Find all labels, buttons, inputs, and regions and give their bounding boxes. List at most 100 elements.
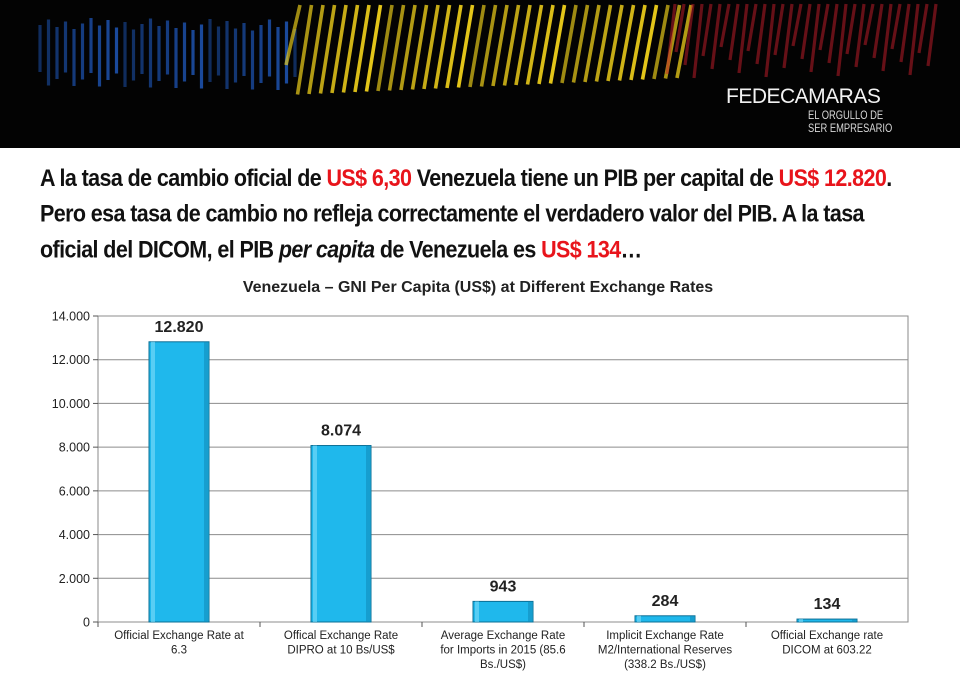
banner-stripe — [399, 4, 417, 91]
brand-tagline-line-2: SER EMPRESARIO — [808, 121, 893, 135]
plot-frame — [97, 315, 909, 623]
headline-text-4: de Venezuela es — [374, 236, 542, 264]
bar — [148, 341, 210, 623]
bar-highlight — [637, 615, 641, 622]
category-label: Offical Exchange Rate — [284, 630, 398, 642]
category-label: (338.2 Bs./US$) — [624, 659, 706, 671]
brand-tagline: EL ORGULLO DE SER EMPRESARIO — [808, 109, 892, 135]
banner-stripe — [479, 4, 498, 87]
banner-stripe — [809, 3, 821, 73]
banner-stripe — [341, 4, 360, 93]
banner-stripe — [710, 3, 722, 70]
banner-stripe — [629, 4, 647, 81]
category-label: 6.3 — [171, 645, 187, 657]
banner-stripe — [701, 3, 713, 57]
banner-stripes — [38, 3, 938, 95]
banner-stripe — [899, 3, 911, 63]
banner-stripe — [782, 3, 794, 69]
plot-area: 0 2.000 4.000 6.000 8.000 10.000 12.000 14.000 1… — [52, 310, 909, 671]
brand-tagline-line-1: EL ORGULLO DE — [808, 108, 884, 122]
category-label: DIPRO at 10 Bs/US$ — [287, 645, 395, 657]
banner-stripe — [560, 4, 578, 84]
bar — [472, 600, 534, 623]
banner-stripe — [890, 3, 902, 50]
banner-stripe — [284, 4, 302, 66]
category-label: DICOM at 603.22 — [782, 645, 871, 657]
headline-highlight-dicom: US$ 134 — [541, 236, 621, 264]
headline-italic: per capita — [278, 236, 375, 264]
y-tick-label: 2.000 — [59, 572, 90, 586]
banner-stripe — [755, 3, 767, 65]
headline-text-3: . Pero esa tasa de cambio no refleja cor… — [40, 164, 892, 264]
y-tick-label: 10.000 — [52, 397, 90, 411]
bar-highlight — [799, 619, 803, 622]
banner-stripe — [845, 3, 857, 55]
banner-stripe — [737, 3, 749, 74]
banner-stripe — [410, 4, 429, 90]
banner-stripe — [514, 4, 532, 86]
banner-stripe — [468, 4, 486, 88]
banner-stripe — [422, 4, 440, 90]
banner-stripe — [445, 4, 463, 89]
category-label: for Imports in 2015 (85.6 — [440, 645, 565, 657]
banner-stripe — [800, 3, 812, 60]
bar-shade — [528, 601, 532, 622]
bar-highlight — [151, 341, 155, 622]
y-tick-label: 14.000 — [52, 310, 90, 324]
banner-stripe — [652, 4, 670, 80]
banner-stripe — [881, 3, 893, 72]
banner-stripe — [854, 3, 866, 68]
banner-stripe — [387, 4, 406, 91]
banner-stripe — [675, 4, 693, 79]
banner-stripe — [330, 4, 348, 94]
y-tick-label: 12.000 — [52, 353, 90, 367]
banner-stripe — [376, 4, 394, 92]
banner-stripe — [692, 3, 704, 79]
banner-stripe — [583, 4, 601, 83]
banner-stripe — [683, 3, 695, 66]
banner-stripe — [537, 4, 555, 85]
y-tick-label: 8.000 — [59, 441, 90, 455]
y-tick-label: 4.000 — [59, 528, 90, 542]
banner-stripe — [908, 3, 920, 76]
bar-shade — [366, 445, 370, 622]
banner-stripe — [295, 4, 314, 95]
bar-highlight — [313, 445, 317, 622]
category-label: Official Exchange rate — [771, 630, 883, 642]
banner-stripe — [719, 3, 731, 48]
category-label: Official Exchange Rate at — [114, 630, 244, 642]
banner-stripe — [617, 4, 636, 81]
banner-stripe — [836, 3, 848, 77]
brand-logo: FEDECAMARAS EL ORGULLO DE SER EMPRESARIO — [726, 86, 916, 135]
category-label: Average Exchange Rate — [441, 630, 565, 642]
banner-stripe — [606, 4, 624, 82]
banner-stripe — [502, 4, 521, 86]
banner-stripe — [818, 3, 830, 51]
category-label: M2/International Reserves — [598, 645, 732, 657]
banner-stripe — [525, 4, 544, 85]
bar-shade — [852, 619, 856, 622]
bar-highlight — [475, 601, 479, 622]
banner-stripe — [665, 3, 677, 75]
banner-stripe — [594, 4, 613, 82]
data-label: 284 — [652, 593, 679, 610]
banner-stripe — [456, 4, 475, 88]
banner-stripe — [640, 4, 659, 80]
banner-stripe — [353, 4, 371, 93]
banner-stripe — [827, 3, 839, 64]
headline-text-1: A la tasa de cambio oficial de — [40, 164, 327, 192]
banner-stripe — [917, 3, 929, 54]
banner-stripe — [863, 3, 875, 46]
banner-stripe — [872, 3, 884, 59]
bar — [634, 615, 696, 623]
data-label: 134 — [814, 596, 841, 613]
banner-stripe — [491, 4, 509, 87]
header-banner: FEDECAMARAS EL ORGULLO DE SER EMPRESARIO — [0, 0, 960, 148]
banner-stripe — [746, 3, 758, 52]
banner-stripe — [307, 4, 325, 95]
banner-stripe — [548, 4, 567, 84]
bar-chart: Venezuela – GNI Per Capita (US$) at Diff… — [52, 279, 909, 671]
bar — [310, 445, 372, 623]
headline-text-2: Venezuela tiene un PIB per capital de — [411, 164, 779, 192]
banner-stripe — [773, 3, 785, 56]
